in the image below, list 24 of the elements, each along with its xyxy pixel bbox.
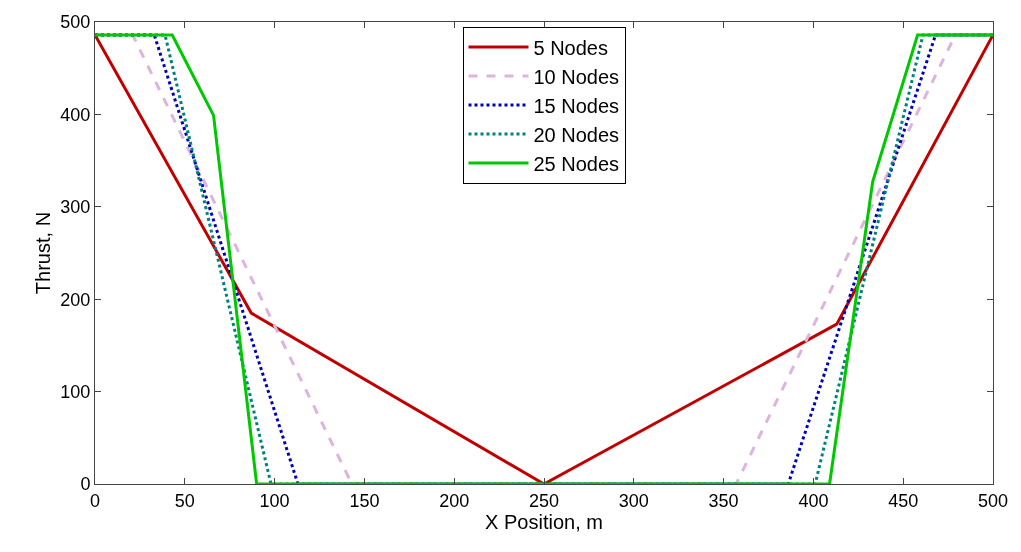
x-tick-label: 500 [977,490,1009,511]
legend-label: 20 Nodes [533,123,620,146]
x-tick-label: 100 [259,490,290,511]
legend-label: 5 Nodes [533,36,608,59]
line-series [95,33,993,484]
y-tick-label: 300 [60,197,91,218]
y-tick-label: 100 [60,381,91,402]
x-tick-label: 450 [888,490,919,511]
y-axis-title: Thrust, N [31,211,54,295]
y-tick-label: 400 [60,104,91,125]
y-tick-label: 0 [80,474,91,495]
x-tick-label: 150 [349,490,380,511]
x-tick-label: 50 [174,490,195,511]
legend-label: 15 Nodes [533,94,620,117]
y-tick-label: 200 [60,289,91,310]
x-tick-label: 400 [798,490,829,511]
x-tick-label: 250 [528,490,560,511]
legend-label: 25 Nodes [533,152,620,175]
x-axis-title: X Position, m [485,510,603,533]
y-tick-label: 500 [60,12,91,33]
x-tick-label: 300 [618,490,649,511]
legend-label: 10 Nodes [533,65,620,88]
x-tick-label: 200 [439,490,470,511]
x-tick-label: 350 [708,490,739,511]
